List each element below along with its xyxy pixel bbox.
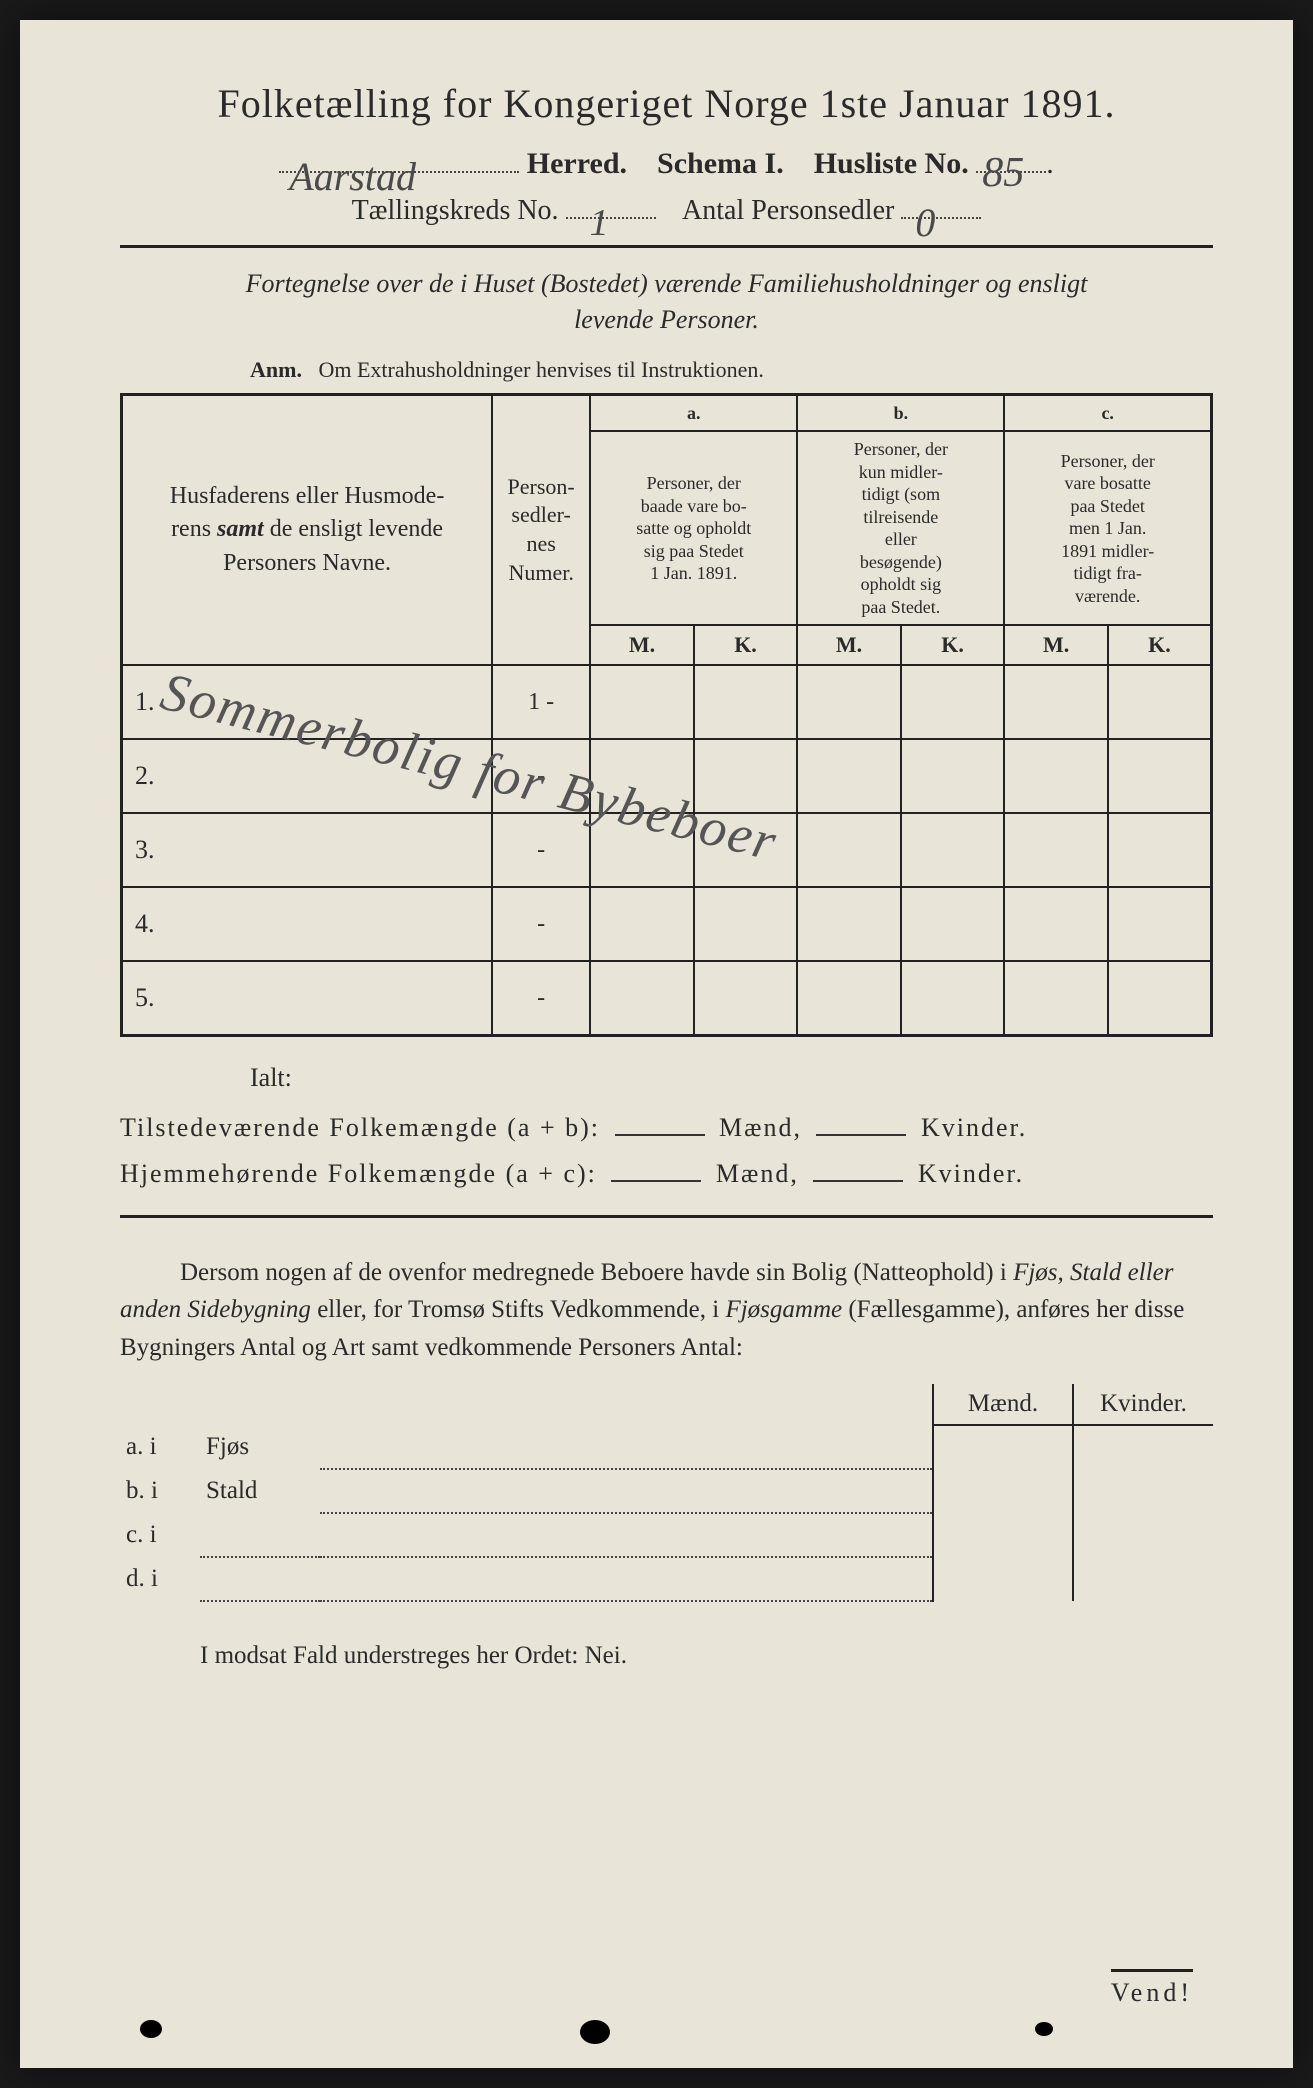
herred-handwritten: Aarstad — [289, 153, 416, 200]
tot1-m-blank — [615, 1134, 705, 1136]
dwelling-header: Mænd. Kvinder. — [120, 1384, 1213, 1425]
herred-label: Herred. — [527, 147, 627, 180]
total-line-1: Tilstedeværende Folkemængde (a + b): Mæn… — [120, 1113, 1213, 1143]
tk-field: 1 — [566, 217, 656, 219]
modsat-line: I modsat Fald understreges her Ordet: Ne… — [200, 1642, 1213, 1670]
header-line-2: Aarstad Herred. Schema I. Husliste No. 8… — [120, 147, 1213, 181]
th-a-k: K. — [694, 625, 798, 665]
table-row: 5. - — [122, 961, 1212, 1035]
vend-label: Vend! — [1111, 1969, 1193, 2008]
table-row: 4. - — [122, 887, 1212, 961]
th-person: Person- sedler- nes Numer. — [492, 394, 590, 665]
th-b-label: b. — [797, 394, 1004, 431]
th-c-m: M. — [1004, 625, 1108, 665]
ap-handwritten: 0 — [915, 199, 935, 246]
schema-label: Schema I. — [657, 147, 784, 180]
herred-field: Aarstad — [279, 171, 519, 173]
ap-field: 0 — [901, 217, 981, 219]
row-1-person: 1 - — [492, 665, 590, 739]
th-b-m: M. — [797, 625, 901, 665]
row-2-person: - — [492, 739, 590, 813]
th-c-k: K. — [1108, 625, 1212, 665]
dwelling-row-a: a. i Fjøs — [120, 1425, 1213, 1469]
row-3-label: 3. — [122, 813, 493, 887]
th-a-desc: Personer, der baade vare bo- satte og op… — [590, 431, 797, 625]
th-b-desc: Personer, der kun midler- tidigt (som ti… — [797, 431, 1004, 625]
tot1-k-blank — [816, 1134, 906, 1136]
tot2-m-blank — [611, 1180, 701, 1182]
divider-rule — [120, 245, 1213, 248]
subtitle-line1: Fortegnelse over de i Huset (Bostedet) v… — [246, 269, 1088, 298]
ink-blot — [580, 2020, 610, 2044]
page-title: Folketælling for Kongeriget Norge 1ste J… — [120, 80, 1213, 127]
th-c-label: c. — [1004, 394, 1211, 431]
total-line-2: Hjemmehørende Folkemængde (a + c): Mænd,… — [120, 1159, 1213, 1189]
dwelling-row-c: c. i — [120, 1513, 1213, 1557]
th-names: Husfaderens eller Husmode- rens samt de … — [122, 394, 493, 665]
anm-label: Anm. — [250, 357, 302, 382]
th-a-label: a. — [590, 394, 797, 431]
row-1-label: 1. — [122, 665, 493, 739]
subtitle-line2: levende Personer. — [574, 305, 759, 334]
subtitle: Fortegnelse over de i Huset (Bostedet) v… — [120, 266, 1213, 339]
ap-label: Antal Personsedler — [682, 195, 894, 226]
header-line-3: Tællingskreds No. 1 Antal Personsedler 0 — [120, 195, 1213, 227]
tot2-k-blank — [813, 1180, 903, 1182]
dwelling-row-b: b. i Stald — [120, 1469, 1213, 1513]
census-form-page: Folketælling for Kongeriget Norge 1ste J… — [20, 20, 1293, 2068]
row-3-person: - — [492, 813, 590, 887]
dwelling-paragraph: Dersom nogen af de ovenfor medregnede Be… — [120, 1254, 1213, 1367]
husliste-label: Husliste No. — [814, 147, 969, 180]
ink-blot — [1035, 2022, 1053, 2036]
th-a-m: M. — [590, 625, 694, 665]
ink-blot — [140, 2020, 162, 2038]
bt-maend: Mænd. — [933, 1384, 1073, 1425]
th-c-desc: Personer, der vare bosatte paa Stedet me… — [1004, 431, 1211, 625]
row-4-person: - — [492, 887, 590, 961]
husliste-field: 85 — [976, 171, 1046, 173]
row-5-label: 5. — [122, 961, 493, 1035]
anm-text: Om Extrahusholdninger henvises til Instr… — [318, 357, 763, 382]
main-table: Husfaderens eller Husmode- rens samt de … — [120, 393, 1213, 1037]
row-5-person: - — [492, 961, 590, 1035]
table-row: 3. - — [122, 813, 1212, 887]
husliste-handwritten: 85 — [982, 149, 1024, 197]
tk-label: Tællingskreds No. — [352, 195, 559, 226]
bt-kvinder: Kvinder. — [1073, 1384, 1213, 1425]
ialt-label: Ialt: — [250, 1063, 1213, 1093]
dwelling-row-d: d. i — [120, 1557, 1213, 1601]
anm-line: Anm. Om Extrahusholdninger henvises til … — [250, 357, 1213, 383]
table-row: 2. - — [122, 739, 1212, 813]
table-row: 1. 1 - — [122, 665, 1212, 739]
dwelling-table: Mænd. Kvinder. a. i Fjøs b. i Stald c. i… — [120, 1384, 1213, 1602]
row-2-label: 2. — [122, 739, 493, 813]
tk-handwritten: 1 — [590, 201, 609, 245]
th-b-k: K. — [901, 625, 1005, 665]
row-4-label: 4. — [122, 887, 493, 961]
divider-rule-2 — [120, 1215, 1213, 1218]
